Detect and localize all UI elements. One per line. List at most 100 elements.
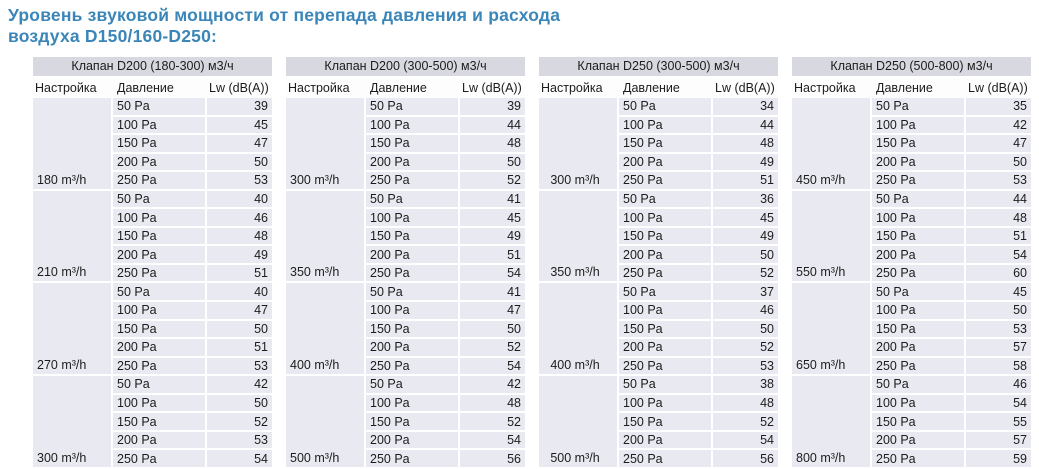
lw-value-cell: 44 bbox=[966, 190, 1031, 210]
column-header-lw: Lw (dB(A)) bbox=[209, 81, 269, 95]
table-row: 200 Pa 49 bbox=[619, 153, 778, 173]
table-row: 50 Pa 39 bbox=[113, 98, 272, 117]
pressure-cell: 200 Pa bbox=[113, 153, 207, 173]
table-row: 100 Pa 47 bbox=[366, 302, 525, 321]
table-row: 250 Pa 53 bbox=[619, 357, 778, 377]
setting-label: 210 m³/h bbox=[37, 265, 87, 280]
setting-cell: 800 m³/h bbox=[792, 376, 872, 469]
setting-cell: 300 m³/h bbox=[33, 376, 113, 469]
table-title: Клапан D200 (180-300) м3/ч bbox=[33, 57, 272, 78]
lw-value-cell: 49 bbox=[713, 153, 778, 173]
table-row: 250 Pa 56 bbox=[366, 450, 525, 469]
setting-label: 500 m³/h bbox=[550, 450, 600, 465]
pressure-cell: 100 Pa bbox=[872, 116, 966, 136]
lw-value-cell: 54 bbox=[460, 264, 525, 284]
group-rows: 50 Pa 34 100 Pa 44 150 Pa 48 200 Pa 49 250 Pa 51 bbox=[619, 98, 778, 191]
lw-value-cell: 38 bbox=[713, 376, 778, 395]
table-row: 250 Pa 54 bbox=[366, 357, 525, 377]
table-row: 250 Pa 53 bbox=[113, 172, 272, 191]
pressure-cell: 150 Pa bbox=[366, 227, 460, 247]
pressure-cell: 50 Pa bbox=[872, 376, 966, 395]
column-header-setting: Настройка bbox=[288, 81, 350, 95]
pressure-cell: 200 Pa bbox=[366, 431, 460, 451]
page-title-line1: Уровень звуковой мощности от перепада да… bbox=[8, 5, 561, 25]
lw-value-cell: 56 bbox=[460, 450, 525, 469]
pressure-cell: 200 Pa bbox=[113, 431, 207, 451]
page-title-line2: воздуха D150/160-D250: bbox=[8, 26, 218, 46]
lw-value-cell: 49 bbox=[460, 227, 525, 247]
setting-group: 270 m³/h 50 Pa 40 100 Pa 47 150 Pa 50 200 Pa 51 2… bbox=[33, 283, 272, 377]
group-rows: 50 Pa 42 100 Pa 50 150 Pa 52 200 Pa 53 250 Pa 54 bbox=[113, 376, 272, 469]
pressure-cell: 50 Pa bbox=[872, 98, 966, 117]
table-row: 200 Pa 54 bbox=[619, 431, 778, 451]
pressure-cell: 100 Pa bbox=[619, 394, 713, 414]
pressure-cell: 200 Pa bbox=[366, 153, 460, 173]
table-row: 100 Pa 48 bbox=[619, 394, 778, 414]
column-header-setting: Настройка bbox=[541, 81, 603, 95]
table-row: 150 Pa 50 bbox=[113, 320, 272, 340]
table-row: 250 Pa 59 bbox=[872, 450, 1031, 469]
pressure-cell: 150 Pa bbox=[113, 320, 207, 340]
pressure-cell: 200 Pa bbox=[113, 339, 207, 358]
group-rows: 50 Pa 41 100 Pa 47 150 Pa 50 200 Pa 52 250 Pa 54 bbox=[366, 283, 525, 377]
pressure-cell: 250 Pa bbox=[619, 172, 713, 191]
setting-group: 450 m³/h 50 Pa 35 100 Pa 42 150 Pa 47 200 Pa 50 2… bbox=[792, 98, 1031, 191]
valve-table-1: Клапан D200 (180-300) м3/ч Настройка Давле… bbox=[33, 57, 272, 469]
lw-value-cell: 36 bbox=[713, 190, 778, 210]
pressure-cell: 100 Pa bbox=[872, 394, 966, 414]
lw-value-cell: 48 bbox=[966, 209, 1031, 228]
setting-group: 210 m³/h 50 Pa 40 100 Pa 46 150 Pa 48 200 Pa 49 2… bbox=[33, 190, 272, 284]
table-row: 150 Pa 49 bbox=[366, 227, 525, 247]
lw-value-cell: 52 bbox=[460, 413, 525, 432]
pressure-cell: 150 Pa bbox=[872, 135, 966, 154]
pressure-cell: 100 Pa bbox=[113, 394, 207, 414]
setting-label: 400 m³/h bbox=[290, 358, 340, 373]
lw-value-cell: 45 bbox=[460, 209, 525, 228]
lw-value-cell: 53 bbox=[207, 431, 272, 451]
table-row: 100 Pa 42 bbox=[872, 116, 1031, 136]
lw-value-cell: 54 bbox=[460, 431, 525, 451]
table-row: 200 Pa 50 bbox=[619, 246, 778, 265]
pressure-cell: 150 Pa bbox=[366, 135, 460, 154]
table-row: 50 Pa 34 bbox=[619, 98, 778, 117]
lw-value-cell: 52 bbox=[207, 413, 272, 432]
setting-cell: 500 m³/h bbox=[286, 376, 366, 469]
table-row: 150 Pa 50 bbox=[619, 320, 778, 340]
lw-value-cell: 55 bbox=[966, 413, 1031, 432]
pressure-cell: 200 Pa bbox=[872, 246, 966, 265]
lw-value-cell: 48 bbox=[460, 135, 525, 154]
lw-value-cell: 50 bbox=[460, 153, 525, 173]
pressure-cell: 100 Pa bbox=[366, 302, 460, 321]
setting-group: 550 m³/h 50 Pa 44 100 Pa 48 150 Pa 51 200 Pa 54 2… bbox=[792, 190, 1031, 284]
pressure-cell: 250 Pa bbox=[366, 264, 460, 284]
table-row: 50 Pa 44 bbox=[872, 190, 1031, 210]
setting-group: 350 m³/h 50 Pa 41 100 Pa 45 150 Pa 49 200 Pa 51 2… bbox=[286, 190, 525, 284]
lw-value-cell: 42 bbox=[460, 376, 525, 395]
table-title: Клапан D250 (500-800) м3/ч bbox=[792, 57, 1031, 78]
setting-cell: 400 m³/h bbox=[539, 283, 619, 377]
pressure-cell: 200 Pa bbox=[872, 339, 966, 358]
table-row: 100 Pa 44 bbox=[619, 116, 778, 136]
valve-tables-row: Клапан D200 (180-300) м3/ч Настройка Давле… bbox=[33, 57, 1039, 469]
table-row: 150 Pa 50 bbox=[366, 320, 525, 340]
table-row: 150 Pa 48 bbox=[619, 135, 778, 154]
lw-value-cell: 51 bbox=[207, 339, 272, 358]
column-header-pressure: Давление bbox=[117, 81, 174, 95]
group-rows: 50 Pa 40 100 Pa 47 150 Pa 50 200 Pa 51 250 Pa 53 bbox=[113, 283, 272, 377]
table-row: 250 Pa 56 bbox=[619, 450, 778, 469]
lw-value-cell: 52 bbox=[713, 413, 778, 432]
column-header-setting: Настройка bbox=[35, 81, 97, 95]
pressure-cell: 100 Pa bbox=[113, 209, 207, 228]
setting-cell: 350 m³/h bbox=[286, 190, 366, 284]
lw-value-cell: 53 bbox=[966, 320, 1031, 340]
lw-value-cell: 45 bbox=[713, 209, 778, 228]
setting-label: 550 m³/h bbox=[796, 265, 846, 280]
pressure-cell: 250 Pa bbox=[366, 172, 460, 191]
lw-value-cell: 47 bbox=[207, 135, 272, 154]
pressure-cell: 50 Pa bbox=[619, 190, 713, 210]
pressure-cell: 200 Pa bbox=[619, 431, 713, 451]
lw-value-cell: 52 bbox=[460, 339, 525, 358]
setting-label: 350 m³/h bbox=[290, 265, 340, 280]
pressure-cell: 150 Pa bbox=[619, 227, 713, 247]
lw-value-cell: 50 bbox=[207, 320, 272, 340]
